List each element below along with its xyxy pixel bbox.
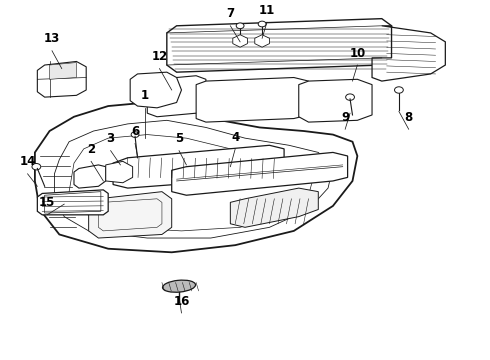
Text: 12: 12 xyxy=(151,50,168,63)
Text: 9: 9 xyxy=(341,111,349,124)
Polygon shape xyxy=(37,62,86,97)
Text: 14: 14 xyxy=(20,156,36,168)
Ellipse shape xyxy=(163,280,196,292)
Polygon shape xyxy=(230,188,318,227)
Text: 2: 2 xyxy=(87,143,95,156)
Polygon shape xyxy=(113,145,284,188)
Circle shape xyxy=(32,163,41,170)
Text: 6: 6 xyxy=(131,125,139,138)
Polygon shape xyxy=(172,152,347,195)
Text: 13: 13 xyxy=(44,32,60,45)
Polygon shape xyxy=(106,161,133,183)
Circle shape xyxy=(394,87,403,93)
Circle shape xyxy=(345,94,354,100)
Text: 10: 10 xyxy=(349,47,366,60)
Text: 8: 8 xyxy=(405,111,413,124)
Text: 7: 7 xyxy=(226,8,234,21)
Text: 1: 1 xyxy=(141,90,149,103)
Polygon shape xyxy=(35,103,357,252)
Circle shape xyxy=(236,23,244,29)
Polygon shape xyxy=(167,19,392,72)
Text: 11: 11 xyxy=(259,4,275,17)
Polygon shape xyxy=(147,76,206,117)
Polygon shape xyxy=(299,79,372,122)
Polygon shape xyxy=(233,35,247,47)
Polygon shape xyxy=(89,192,172,238)
Polygon shape xyxy=(372,26,445,81)
Polygon shape xyxy=(37,190,108,215)
Polygon shape xyxy=(255,35,270,47)
Circle shape xyxy=(258,21,266,27)
Polygon shape xyxy=(49,63,76,79)
Text: 4: 4 xyxy=(231,131,239,144)
Text: 3: 3 xyxy=(106,132,115,145)
Polygon shape xyxy=(130,72,181,108)
Text: 16: 16 xyxy=(173,294,190,307)
Polygon shape xyxy=(74,165,106,188)
Circle shape xyxy=(131,132,139,138)
Polygon shape xyxy=(196,77,309,122)
Text: 5: 5 xyxy=(175,132,183,145)
Text: 15: 15 xyxy=(39,197,55,210)
